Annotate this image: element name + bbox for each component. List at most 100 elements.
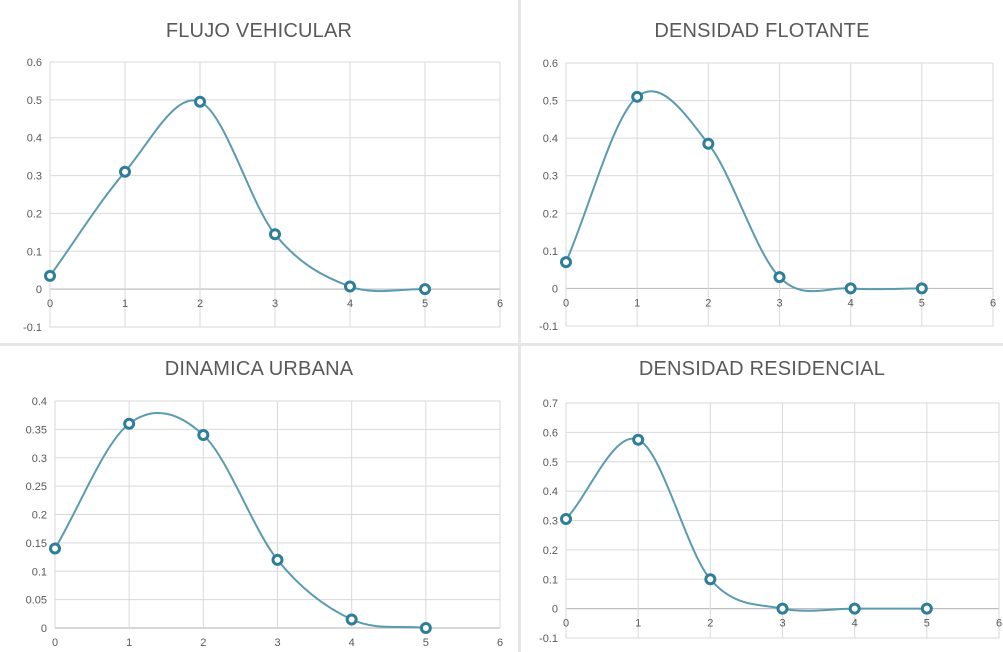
x-tick-label: 4 xyxy=(347,298,353,310)
y-tick-label: 0.15 xyxy=(26,538,47,550)
data-point xyxy=(704,573,717,586)
y-tick-label: 0.25 xyxy=(26,481,47,493)
chart-title: FLUJO VEHICULAR xyxy=(165,20,353,42)
y-tick-label: 0 xyxy=(552,604,558,616)
y-tick-label: -0.1 xyxy=(23,322,42,334)
y-tick-label: 0.6 xyxy=(543,58,558,70)
data-point xyxy=(49,542,61,555)
y-tick-label: 0 xyxy=(41,623,47,635)
data-point xyxy=(119,165,131,178)
x-tick-label: 5 xyxy=(422,298,428,310)
data-point xyxy=(632,433,645,446)
data-point xyxy=(915,282,928,295)
x-tick-label: 6 xyxy=(990,297,996,309)
data-point xyxy=(197,429,210,442)
y-tick-label: 0.3 xyxy=(27,171,42,183)
x-tick-label: 0 xyxy=(563,297,569,309)
data-point xyxy=(123,417,136,430)
x-tick-label: 1 xyxy=(635,618,641,630)
chart-panel-dinamica-urbana: DINAMICA URBANA 0 0.05 0.1 0.15 0.2 0.25 0.3 0.… xyxy=(0,346,518,652)
chart-panel-flujo-vehicular: FLUJO VEHICULAR -0.1 0 0.1 0.2 0.3 0.4 0.5 0.6 0… xyxy=(0,0,518,343)
data-point xyxy=(344,280,356,293)
y-tick-label: 0.2 xyxy=(27,208,42,220)
x-tick-label: 4 xyxy=(852,618,858,630)
horizontal-divider xyxy=(0,343,1003,346)
x-tick-label: 2 xyxy=(200,637,206,649)
data-point xyxy=(560,256,572,269)
x-tick-label: 1 xyxy=(634,297,640,309)
x-tick-label: 5 xyxy=(924,618,930,630)
data-point xyxy=(345,613,358,626)
y-tick-label: 0.4 xyxy=(543,486,558,498)
x-tick-label: 3 xyxy=(779,618,785,630)
chart-plot: -0.1 0 0.1 0.2 0.3 0.4 0.5 0.6 0 1 2 3 4 5 6 xyxy=(23,57,503,334)
data-point xyxy=(848,602,861,615)
y-tick-label: 0.6 xyxy=(27,57,42,69)
vertical-divider xyxy=(518,0,521,652)
y-tick-label: 0.2 xyxy=(543,208,558,220)
chart-title: DINAMICA URBANA xyxy=(164,358,354,380)
x-tick-label: 6 xyxy=(497,637,503,649)
data-point xyxy=(702,137,715,150)
x-tick-label: 6 xyxy=(996,618,1002,630)
x-tick-label: 3 xyxy=(272,298,278,310)
y-tick-label: 0.3 xyxy=(543,171,558,183)
y-tick-label: -0.1 xyxy=(539,633,558,645)
y-tick-label: -0.1 xyxy=(539,321,558,333)
x-tick-label: 5 xyxy=(919,297,925,309)
data-point xyxy=(271,553,284,566)
x-tick-label: 2 xyxy=(197,298,203,310)
x-tick-label: 4 xyxy=(848,297,854,309)
y-tick-label: 0.6 xyxy=(543,427,558,439)
y-tick-label: 0.05 xyxy=(26,595,47,607)
data-point xyxy=(269,228,281,241)
data-point xyxy=(194,95,206,108)
chart-title: DENSIDAD FLOTANTE xyxy=(654,20,870,42)
chart-panel-densidad-residencial: DENSIDAD RESIDENCIAL -0.1 0 0.1 0.2 0.3 0.4 0.… xyxy=(521,346,1003,652)
y-tick-label: 0.3 xyxy=(543,516,558,528)
y-tick-label: 0.2 xyxy=(543,545,558,557)
chart-plot: -0.1 0 0.1 0.2 0.3 0.4 0.5 0.6 0.7 0 1 2 3 4 5 6 xyxy=(539,398,1002,645)
y-tick-label: 0.5 xyxy=(543,457,558,469)
x-tick-label: 2 xyxy=(705,297,711,309)
y-tick-label: 0.3 xyxy=(32,453,47,465)
chart-title: DENSIDAD RESIDENCIAL xyxy=(638,358,886,380)
y-tick-label: 0.4 xyxy=(543,133,558,145)
data-point xyxy=(560,513,572,526)
series-line xyxy=(565,437,927,612)
chart-panel-densidad-flotante: DENSIDAD FLOTANTE -0.1 0 0.1 0.2 0.3 0.4 0.5 0.… xyxy=(521,0,1003,343)
y-tick-label: 0.2 xyxy=(32,510,47,522)
data-point xyxy=(44,269,56,282)
y-tick-label: 0.5 xyxy=(543,96,558,108)
x-tick-label: 3 xyxy=(776,297,782,309)
data-point xyxy=(773,271,786,284)
x-tick-label: 4 xyxy=(349,637,355,649)
series-line xyxy=(54,411,426,629)
series-line xyxy=(565,90,922,293)
y-tick-label: 0.1 xyxy=(543,574,558,586)
x-tick-label: 0 xyxy=(563,618,569,630)
data-point xyxy=(631,90,644,103)
y-tick-label: 0.4 xyxy=(32,396,47,408)
series-line xyxy=(49,99,426,293)
data-point xyxy=(419,283,431,296)
chart-plot: 0 0.05 0.1 0.15 0.2 0.25 0.3 0.35 0.4 0 1 2 3 4 5 6 xyxy=(26,396,503,649)
y-tick-label: 0.7 xyxy=(543,398,558,410)
y-tick-label: 0.5 xyxy=(27,95,42,107)
y-tick-label: 0.1 xyxy=(543,246,558,258)
chart-plot: -0.1 0 0.1 0.2 0.3 0.4 0.5 0.6 0 1 2 3 4 5 6 xyxy=(539,58,996,333)
data-point xyxy=(920,602,933,615)
data-point xyxy=(419,622,432,634)
y-tick-label: 0.4 xyxy=(27,133,42,145)
x-tick-label: 3 xyxy=(274,637,280,649)
data-point xyxy=(776,602,789,615)
x-tick-label: 1 xyxy=(126,637,132,649)
y-tick-label: 0.1 xyxy=(32,566,47,578)
x-tick-label: 0 xyxy=(52,637,58,649)
x-tick-label: 5 xyxy=(423,637,429,649)
data-point xyxy=(844,282,857,295)
x-tick-label: 1 xyxy=(122,298,128,310)
x-tick-label: 2 xyxy=(707,618,713,630)
x-tick-label: 6 xyxy=(497,298,503,310)
